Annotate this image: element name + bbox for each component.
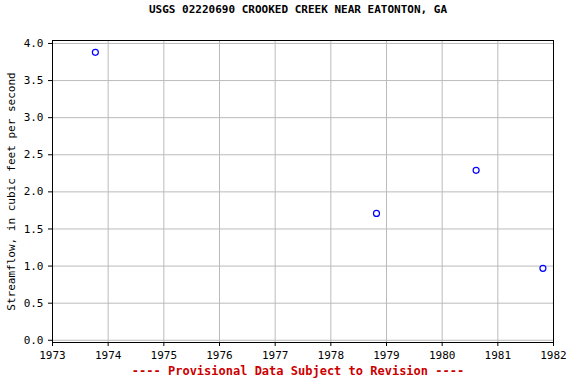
svg-text:1.0: 1.0 <box>24 260 44 273</box>
svg-text:1980: 1980 <box>429 349 456 362</box>
html-text:USGS 02220690 CROOKED CREEK NE: USGS 02220690 CROOKED CREEK NEAR EATONTO… <box>149 3 447 16</box>
svg-text:1975: 1975 <box>151 349 178 362</box>
svg-text:1979: 1979 <box>373 349 400 362</box>
svg-text:3.0: 3.0 <box>24 111 44 124</box>
svg-text:2.5: 2.5 <box>24 148 44 161</box>
svg-text:1982: 1982 <box>540 349 567 362</box>
svg-text:1974: 1974 <box>95 349 122 362</box>
svg-text:3.5: 3.5 <box>24 74 44 87</box>
svg-text:1976: 1976 <box>206 349 233 362</box>
svg-text:Streamflow, in cubic feet per: Streamflow, in cubic feet per second <box>5 72 18 310</box>
svg-text:2.0: 2.0 <box>24 185 44 198</box>
svg-text:1973: 1973 <box>39 349 66 362</box>
svg-text:1.5: 1.5 <box>24 222 44 235</box>
svg-text:0.5: 0.5 <box>24 297 44 310</box>
html-text:---- Provisional Data Subject: ---- Provisional Data Subject to Revisio… <box>131 364 465 378</box>
svg-text:1981: 1981 <box>485 349 512 362</box>
svg-text:4.0: 4.0 <box>24 37 44 50</box>
svg-text:0.0: 0.0 <box>24 334 44 347</box>
svg-text:1977: 1977 <box>262 349 289 362</box>
svg-text:1978: 1978 <box>318 349 345 362</box>
